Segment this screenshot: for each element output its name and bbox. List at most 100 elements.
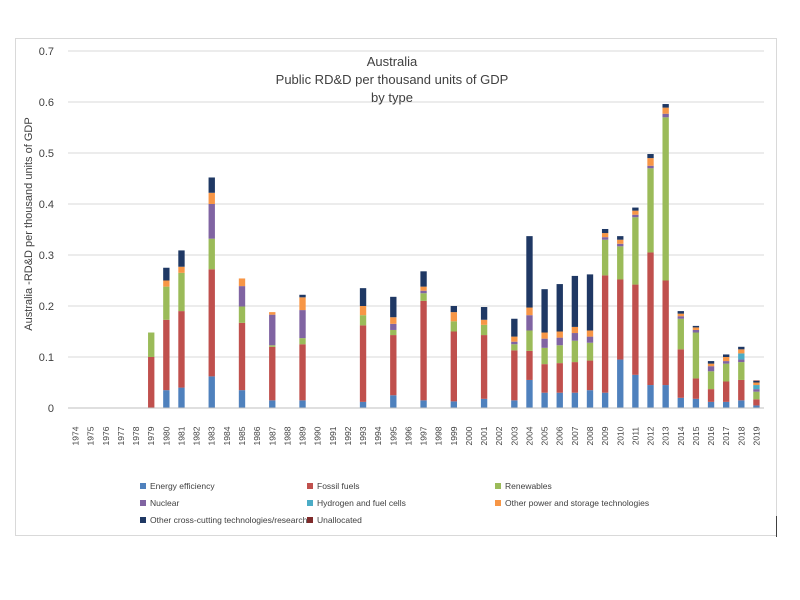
y-tick-label: 0.2 [39,301,54,313]
y-tick-label: 0.1 [39,352,54,364]
bar-segment-2012-0 [647,385,654,408]
x-tick-label: 1987 [267,426,277,445]
bar-segment-1999-5 [450,312,458,322]
x-tick-label: 2018 [736,426,746,445]
bar-segment-2001-2 [480,324,488,336]
bar-segment-1981-2 [178,272,185,312]
bar-segment-2006-1 [556,363,563,393]
bar-segment-1989-1 [299,344,306,401]
x-tick-label: 2019 [751,426,761,445]
bar-segment-2001-6 [480,307,488,320]
bar-segment-2018-2 [738,362,745,380]
bar-segment-2003-6 [511,318,518,337]
bar-segment-2009-2 [601,239,609,276]
x-tick-label: 1986 [252,426,262,445]
bar-segment-2019-4 [753,385,760,390]
bar-segment-2015-3 [692,329,700,333]
bar-segment-2016-6 [707,361,715,364]
bar-segment-2013-3 [662,113,669,118]
legend-label: Other power and storage technologies [505,498,649,508]
x-tick-label: 1975 [86,426,96,445]
bar-segment-2010-0 [617,359,624,408]
x-tick-label: 2000 [464,426,474,445]
legend-label: Nuclear [150,498,179,508]
bar-segment-2019-3 [753,389,760,392]
x-tick-label: 1978 [131,426,141,445]
x-tick-label: 1983 [207,426,217,445]
x-tick-label: 2001 [479,426,489,445]
bar-segment-2009-1 [601,275,609,393]
chart-title: Australia Public RD&D per thousand units… [276,54,509,105]
chart-title-line-1: Australia [367,54,418,69]
bar-segment-2004-6 [526,236,533,308]
bar-segment-2016-2 [707,371,715,390]
bar-segment-2011-3 [632,214,639,218]
legend-label: Energy efficiency [150,481,215,491]
bar-segment-2007-1 [571,362,579,393]
bar-segment-1995-2 [390,329,397,336]
legend-swatch [140,517,146,523]
legend-swatch [307,500,313,506]
x-tick-label: 1984 [222,426,232,445]
bar-segment-1980-1 [163,319,170,391]
legend-label: Unallocated [317,515,362,525]
bar-segment-1993-5 [359,306,367,316]
bar-segment-2019-7 [753,380,760,381]
bar-segment-2007-2 [571,340,579,363]
bar-segment-2014-5 [677,313,684,317]
bar-segment-2007-5 [571,326,579,334]
bar-segment-2014-1 [677,349,684,398]
bar-segment-1997-5 [420,286,427,291]
x-tick-label: 1981 [176,426,186,445]
bar-segment-1985-5 [238,278,246,287]
bar-segment-2016-1 [707,389,715,402]
y-tick-label: 0.7 [39,46,54,58]
bar-segment-1993-6 [359,288,367,306]
bar-segment-1999-2 [450,321,458,332]
bar-segment-2015-6 [692,325,700,328]
x-tick-label: 1982 [192,426,202,445]
bar-segment-2007-3 [571,333,579,341]
bar-segment-2006-3 [556,337,563,346]
bar-segment-2013-6 [662,104,669,108]
x-tick-label: 1992 [343,426,353,445]
bar-segment-2015-5 [692,327,700,330]
bar-segment-2003-2 [511,344,518,351]
bar-segment-1995-0 [390,395,397,408]
x-tick-label: 1990 [313,426,323,445]
x-tick-label: 1996 [403,426,413,445]
bar-segment-2005-6 [541,289,548,333]
bar-segment-2001-0 [480,398,488,408]
bar-segment-2008-2 [586,342,594,361]
bar-segment-1983-2 [208,238,215,270]
bar-segment-2019-2 [753,391,760,400]
bar-segment-1983-0 [208,376,215,408]
bar-segment-1987-3 [269,314,276,346]
bar-segment-1989-0 [299,400,306,408]
bar-segment-1999-1 [450,331,458,402]
x-tick-label: 2017 [721,426,731,445]
bar-segment-2012-2 [647,168,654,253]
bars [148,104,760,408]
bar-segment-2012-3 [647,165,654,169]
bar-segment-2013-0 [662,385,669,408]
legend-label: Other cross-cutting technologies/researc… [150,515,308,525]
bar-segment-1985-2 [238,306,246,323]
bar-segment-1983-6 [208,177,215,193]
gridlines [68,50,764,358]
bar-segment-2005-3 [541,338,548,348]
bar-segment-1997-0 [420,400,427,408]
bar-segment-2009-6 [601,228,609,234]
x-tick-label: 2003 [509,426,519,445]
x-tick-label: 1999 [449,426,459,445]
bar-segment-1985-0 [238,390,246,408]
bar-segment-2005-1 [541,364,548,393]
x-tick-label: 1995 [388,426,398,445]
bar-segment-1989-6 [299,294,306,298]
bar-segment-2013-2 [662,117,669,281]
x-tick-label: 2009 [600,426,610,445]
x-tick-label: 2002 [494,426,504,445]
y-axis-ticks: 0 0.1 0.2 0.3 0.4 0.5 0.6 0.7 [39,46,54,415]
bar-segment-2013-5 [662,107,669,114]
bar-segment-2017-2 [722,363,730,382]
